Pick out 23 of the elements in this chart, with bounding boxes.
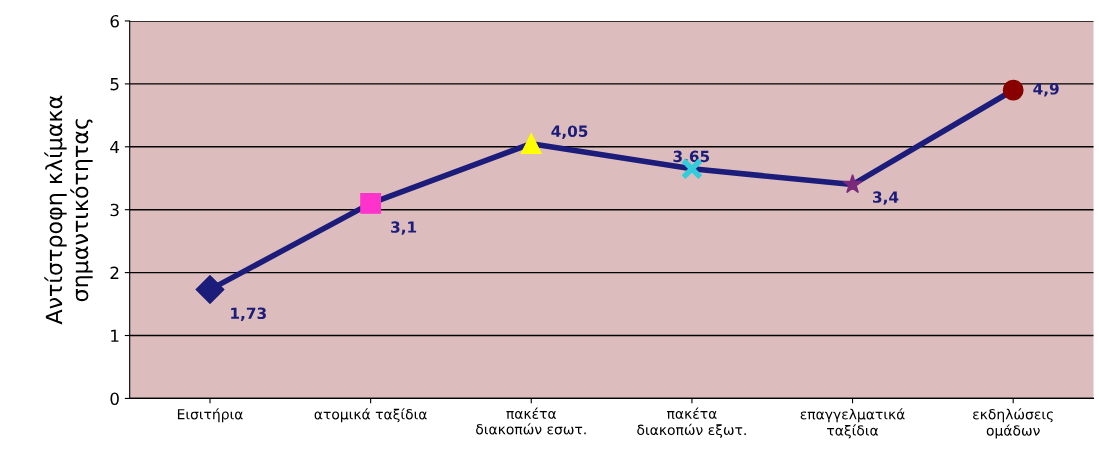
point bbox=[360, 192, 382, 214]
data-label: 4,05 bbox=[551, 125, 588, 139]
y-tick-label: 0 bbox=[110, 392, 119, 405]
y-tick-label: 2 bbox=[110, 266, 119, 279]
y-axis-title: Αντίστροφη κλίμακα σημαντικότητας bbox=[44, 95, 93, 325]
y-tick-label: 1 bbox=[111, 329, 119, 342]
y-tick-label: 6 bbox=[110, 14, 119, 28]
data-label: 1,73 bbox=[231, 307, 266, 321]
y-tick-label: 5 bbox=[110, 78, 119, 91]
y-tick-label: 4 bbox=[110, 140, 120, 154]
data-label: 3,4 bbox=[873, 191, 899, 205]
point bbox=[842, 174, 863, 194]
point bbox=[1002, 79, 1024, 101]
x-tick-label: πακέτα διακοπών εξωτ. bbox=[637, 407, 746, 438]
y-tick-label: 3 bbox=[110, 203, 119, 217]
data-label: 4,9 bbox=[1033, 83, 1059, 97]
x-tick-label: επαγγελματικά ταξίδια bbox=[800, 408, 905, 439]
x-tick-label: εκδηλώσεις ομάδων bbox=[973, 408, 1053, 439]
x-tick-label: πακέτα διακοπών εσωτ. bbox=[476, 407, 586, 435]
x-tick-label: ατομικά ταξίδια bbox=[314, 408, 427, 423]
data-label: 3,1 bbox=[391, 221, 417, 235]
point bbox=[520, 133, 542, 155]
x-tick-label: Εισιτήρια bbox=[177, 408, 243, 423]
